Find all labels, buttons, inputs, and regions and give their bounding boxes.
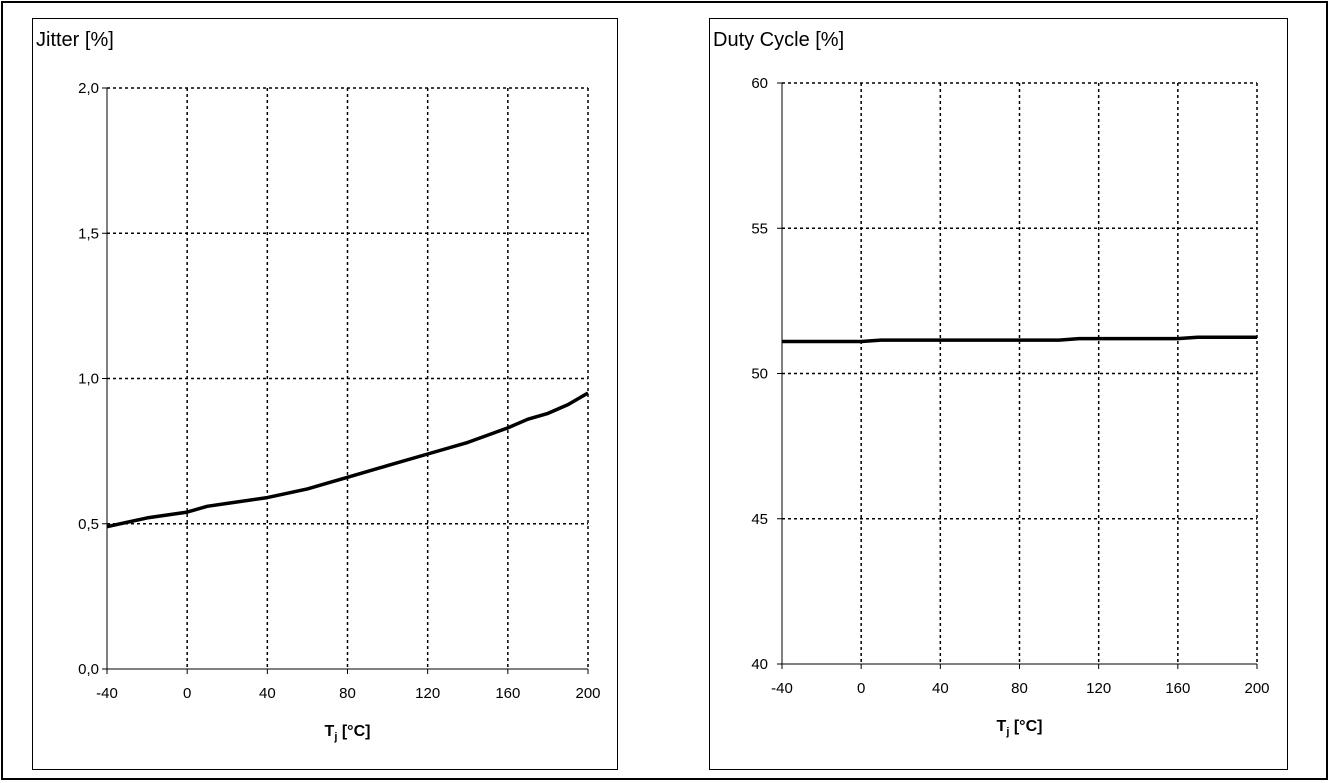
x-tick-label: 120 bbox=[415, 685, 440, 702]
x-tick-label: 160 bbox=[1165, 680, 1190, 697]
x-tick-label: 200 bbox=[1244, 680, 1269, 697]
x-axis-title: Tj [°C] bbox=[325, 723, 371, 743]
y-tick-label: 1,0 bbox=[78, 371, 99, 388]
y-axis-label: Duty Cycle [%] bbox=[713, 29, 845, 51]
x-tick-label: 200 bbox=[575, 685, 600, 702]
x-tick-label: 40 bbox=[932, 680, 949, 697]
y-tick-label: 2,0 bbox=[78, 80, 99, 97]
x-tick-label: -40 bbox=[771, 680, 793, 697]
series-line bbox=[106, 391, 589, 529]
x-tick-label: 120 bbox=[1086, 680, 1111, 697]
duty-cycle-chart: 40 45 50 55 60 -40 0 40 80 120 160 200 Tj [°C] bbox=[751, 75, 1269, 738]
x-tick-label: 80 bbox=[339, 685, 356, 702]
x-tick-label: 0 bbox=[857, 680, 865, 697]
grid bbox=[782, 82, 1258, 664]
y-tick-label: 0,5 bbox=[78, 516, 99, 533]
x-axis-title: Tj [°C] bbox=[997, 718, 1043, 738]
y-tick-label: 50 bbox=[751, 366, 768, 383]
x-tick-label: 40 bbox=[259, 685, 276, 702]
y-axis-label: Jitter [%] bbox=[36, 29, 114, 51]
duty-cycle-chart-panel: Duty Cycle [%] 40 45 50 55 60 -40 0 40 80 120 160 2… bbox=[709, 18, 1288, 770]
y-tick-label: 40 bbox=[751, 656, 768, 673]
grid bbox=[107, 87, 589, 669]
y-tick-label: 0,0 bbox=[78, 661, 99, 678]
x-tick-label: 0 bbox=[183, 685, 191, 702]
x-tick-label: -40 bbox=[96, 685, 118, 702]
y-tick-label: 1,5 bbox=[78, 225, 99, 242]
x-tick-label: 160 bbox=[495, 685, 520, 702]
jitter-chart: 0,0 0,5 1,0 1,5 2,0 -40 0 40 80 120 160 200 Tj [°C] bbox=[78, 80, 600, 743]
y-tick-label: 45 bbox=[751, 511, 768, 528]
series-line bbox=[782, 335, 1257, 344]
jitter-chart-panel: Jitter [%] 0,0 0,5 1,0 1,5 2,0 -40 0 40 80 120 160… bbox=[32, 18, 618, 770]
y-tick-label: 55 bbox=[751, 220, 768, 237]
x-tick-label: 80 bbox=[1011, 680, 1028, 697]
y-tick-label: 60 bbox=[751, 75, 768, 92]
